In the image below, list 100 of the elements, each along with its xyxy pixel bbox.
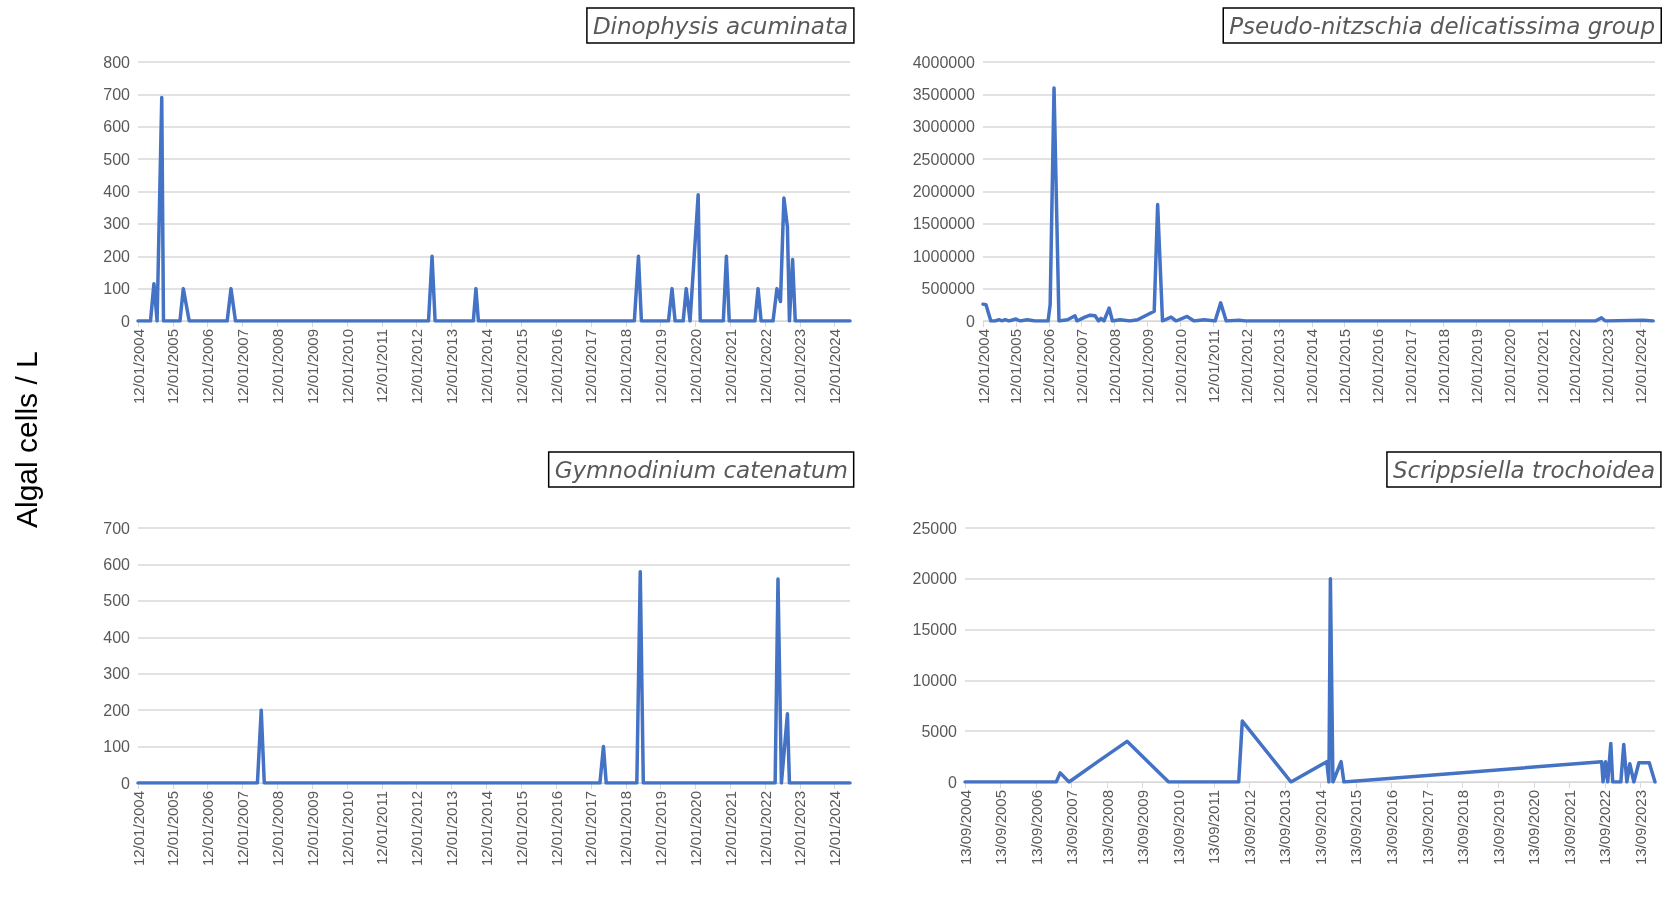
x-tick-label: 12/01/2015 [1336, 329, 1354, 405]
y-tick-label: 0 [966, 312, 976, 330]
y-tick-label: 3000000 [912, 118, 976, 136]
y-tick-label: 0 [121, 312, 131, 330]
x-tick-label: 12/01/2010 [1171, 329, 1189, 405]
x-tick-label: 12/01/2023 [791, 329, 809, 405]
y-tick-label: 15000 [912, 621, 958, 639]
x-tick-label: 12/01/2012 [408, 791, 426, 867]
y-tick-label: 600 [103, 118, 131, 136]
x-tick-label: 13/09/2018 [1454, 790, 1472, 866]
x-tick-label: 12/01/2022 [1566, 329, 1584, 405]
y-tick-label: 600 [103, 555, 131, 573]
x-tick-label: 12/01/2012 [408, 329, 426, 405]
y-tick-label: 4000000 [912, 53, 976, 71]
x-tick-label: 12/01/2017 [1402, 329, 1420, 405]
y-tick-label: 1500000 [912, 215, 976, 233]
x-tick-label: 13/09/2023 [1631, 790, 1649, 866]
x-tick-label: 12/01/2009 [303, 329, 321, 405]
x-tick-label: 13/09/2021 [1560, 790, 1578, 866]
y-tick-label: 800 [103, 53, 131, 71]
x-tick-label: 12/01/2005 [164, 791, 182, 867]
x-tick-label: 12/01/2023 [1599, 329, 1617, 405]
x-tick-label: 12/01/2020 [686, 329, 704, 405]
x-tick-label: 12/01/2021 [721, 329, 739, 405]
x-tick-label: 12/01/2024 [1632, 329, 1650, 405]
x-tick-label: 13/09/2013 [1276, 790, 1294, 866]
x-tick-label: 12/01/2011 [373, 791, 391, 865]
x-tick-label: 13/09/2015 [1347, 790, 1365, 866]
x-tick-label: 12/01/2011 [1204, 329, 1222, 403]
x-tick-label: 12/01/2023 [791, 791, 809, 867]
x-tick-label: 12/01/2011 [373, 329, 391, 403]
y-tick-label: 2500000 [912, 150, 976, 168]
x-tick-label: 12/01/2008 [268, 329, 286, 405]
y-tick-label: 0 [948, 773, 958, 791]
x-tick-label: 12/01/2006 [199, 791, 217, 867]
y-tick-label: 700 [103, 519, 131, 537]
x-tick-label: 13/09/2005 [992, 790, 1010, 866]
x-tick-label: 12/01/2015 [512, 329, 530, 405]
x-tick-label: 12/01/2004 [129, 329, 147, 405]
chart-title: Dinophysis acuminata [592, 12, 849, 39]
y-tick-label: 100 [103, 738, 131, 756]
x-tick-label: 12/01/2004 [974, 329, 992, 405]
y-tick-label: 500 [103, 150, 131, 168]
x-tick-label: 12/01/2017 [582, 791, 600, 867]
y-tick-label: 500 [103, 592, 131, 610]
y-tick-label: 5000 [921, 722, 958, 740]
x-tick-label: 12/01/2006 [1040, 329, 1058, 405]
x-tick-label: 12/01/2019 [652, 791, 670, 867]
x-tick-label: 13/09/2020 [1525, 790, 1543, 866]
x-tick-label: 12/01/2013 [443, 791, 461, 867]
x-tick-label: 13/09/2019 [1489, 790, 1507, 866]
x-tick-label: 12/01/2016 [1369, 329, 1387, 405]
x-tick-label: 12/01/2016 [547, 329, 565, 405]
x-tick-label: 12/01/2018 [617, 329, 635, 405]
x-tick-label: 12/01/2024 [826, 329, 844, 405]
x-tick-label: 12/01/2010 [338, 791, 356, 867]
x-tick-label: 12/01/2019 [652, 329, 670, 405]
y-axis-title: Algal cells / L [10, 351, 43, 529]
x-tick-label: 13/09/2007 [1063, 790, 1081, 866]
x-tick-label: 12/01/2005 [1007, 329, 1025, 405]
y-tick-label: 400 [103, 183, 131, 200]
x-tick-label: 12/01/2004 [129, 791, 147, 867]
x-tick-label: 12/01/2018 [617, 791, 635, 867]
y-tick-label: 10000 [912, 671, 958, 689]
y-tick-label: 300 [103, 665, 131, 683]
x-tick-label: 13/09/2008 [1098, 790, 1116, 866]
x-tick-label: 12/01/2014 [477, 329, 495, 405]
x-tick-label: 13/09/2010 [1169, 790, 1187, 866]
x-tick-label: 13/09/2017 [1418, 790, 1436, 866]
x-tick-label: 13/09/2014 [1311, 790, 1329, 866]
x-tick-label: 12/01/2007 [234, 791, 252, 867]
x-tick-label: 12/01/2014 [1303, 329, 1321, 405]
x-tick-label: 12/01/2007 [234, 329, 252, 405]
x-tick-label: 12/01/2021 [721, 791, 739, 867]
x-tick-label: 12/01/2009 [1138, 329, 1156, 405]
y-tick-label: 400 [103, 628, 131, 646]
x-tick-label: 13/09/2004 [956, 790, 974, 866]
y-tick-label: 700 [103, 85, 131, 103]
x-tick-label: 12/01/2022 [756, 791, 774, 867]
x-tick-label: 12/01/2016 [547, 791, 565, 867]
x-tick-label: 12/01/2010 [338, 329, 356, 405]
x-tick-label: 12/01/2013 [443, 329, 461, 405]
y-tick-label: 500000 [921, 280, 976, 298]
x-tick-label: 12/01/2008 [1106, 329, 1124, 405]
x-tick-label: 12/01/2020 [1500, 329, 1518, 405]
x-tick-label: 12/01/2005 [164, 329, 182, 405]
y-tick-label: 100 [103, 280, 131, 298]
x-tick-label: 12/01/2021 [1533, 329, 1551, 405]
x-tick-label: 12/01/2018 [1434, 329, 1452, 405]
chart-title: Pseudo-nitzschia delicatissima group [1229, 12, 1656, 39]
x-tick-label: 13/09/2006 [1027, 790, 1045, 866]
y-tick-label: 20000 [912, 570, 958, 588]
x-tick-label: 12/01/2012 [1237, 329, 1255, 405]
x-tick-label: 12/01/2024 [826, 791, 844, 867]
y-tick-label: 200 [103, 701, 131, 719]
x-tick-label: 12/01/2015 [512, 791, 530, 867]
x-tick-label: 12/01/2019 [1467, 329, 1485, 405]
y-tick-label: 200 [103, 247, 131, 265]
x-tick-label: 12/01/2009 [303, 791, 321, 867]
x-tick-label: 12/01/2008 [268, 791, 286, 867]
